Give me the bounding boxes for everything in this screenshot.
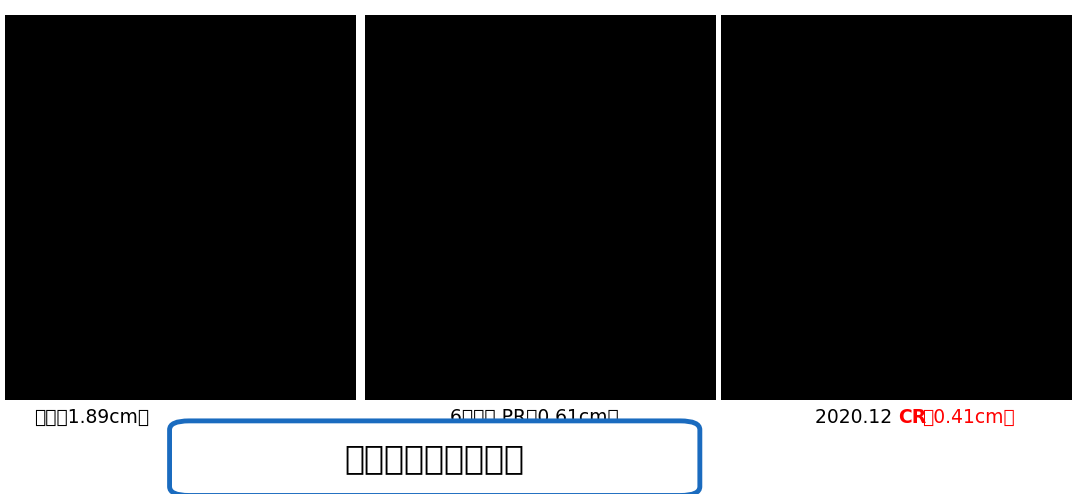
Text: 靶病灶右腋窝淋巴结: 靶病灶右腋窝淋巴结 xyxy=(345,442,525,475)
Text: 6周期后 PR（0.61cm）: 6周期后 PR（0.61cm） xyxy=(450,408,619,427)
FancyBboxPatch shape xyxy=(170,421,700,494)
Text: CR: CR xyxy=(899,408,927,427)
Text: 2020.12: 2020.12 xyxy=(815,408,899,427)
Text: 基线（1.89cm）: 基线（1.89cm） xyxy=(35,408,149,427)
Text: （0.41cm）: （0.41cm） xyxy=(922,408,1015,427)
